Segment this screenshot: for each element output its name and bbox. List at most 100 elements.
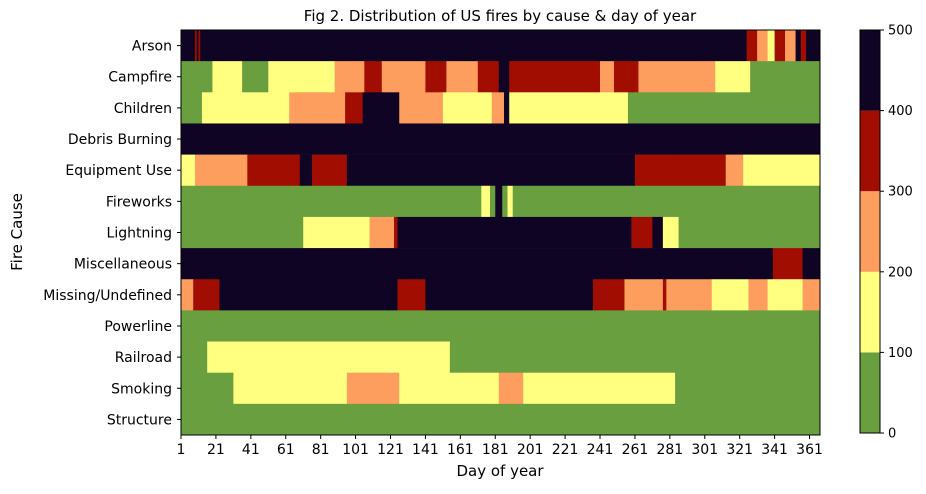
heatmap-cell-smoking bbox=[607, 372, 676, 405]
heatmap-cell-arson bbox=[785, 30, 796, 62]
heatmap-cell-campfire bbox=[750, 61, 821, 93]
heatmap-cell-arson bbox=[746, 30, 758, 62]
heatmap-cell-children bbox=[627, 92, 754, 124]
x-tick-label: 1 bbox=[177, 442, 186, 458]
x-axis: 1 21 41 61 81 101 121 141 161 181 201 221 241 261 281 3… bbox=[177, 435, 823, 458]
heatmap-cell-fireworks bbox=[181, 185, 482, 218]
heatmap-cell-miscellaneous bbox=[802, 248, 821, 280]
heatmap-cell-equipment-use bbox=[725, 154, 744, 187]
colorbar-segment bbox=[860, 352, 880, 433]
heatmap-cell-railroad bbox=[242, 341, 451, 373]
heatmap-cell-campfire bbox=[181, 61, 213, 93]
heatmap-cell-equipment-use bbox=[634, 154, 674, 187]
heatmap-cell-missing-undefined bbox=[748, 279, 768, 311]
x-tick-label: 81 bbox=[312, 442, 330, 458]
heatmap-cells bbox=[180, 29, 821, 436]
heatmap-cell-children bbox=[509, 92, 629, 124]
heatmap-cell-lightning bbox=[652, 216, 664, 249]
heatmap-cell-arson bbox=[806, 30, 821, 62]
colorbar-segment bbox=[860, 110, 880, 192]
heatmap-cell-children bbox=[345, 92, 363, 124]
heatmap-cell-missing-undefined bbox=[193, 279, 220, 311]
heatmap-cell-arson bbox=[194, 30, 198, 62]
x-tick-label: 301 bbox=[691, 442, 718, 458]
heatmap-cell-smoking bbox=[498, 372, 524, 405]
heatmap-cell-lightning bbox=[181, 216, 304, 249]
heatmap-cell-miscellaneous bbox=[181, 248, 774, 280]
heatmap-cell-lightning bbox=[327, 216, 370, 249]
x-tick-label: 141 bbox=[412, 442, 439, 458]
heatmap-cell-children bbox=[503, 92, 510, 124]
y-tick-label-railroad: Railroad bbox=[115, 350, 172, 366]
colorbar-segment bbox=[860, 271, 880, 353]
colorbar-tick-label: 100 bbox=[888, 346, 913, 361]
heatmap-cell-smoking bbox=[233, 372, 348, 405]
heatmap-cell-children bbox=[181, 92, 203, 124]
y-tick-label-smoking: Smoking bbox=[111, 381, 172, 397]
heatmap-cell-children bbox=[399, 92, 444, 124]
heatmap-cell-campfire bbox=[446, 61, 479, 93]
heatmap-cell-smoking bbox=[757, 372, 821, 405]
heatmap-cell-arson bbox=[774, 30, 786, 62]
heatmap-cell-missing-undefined bbox=[767, 279, 803, 311]
heatmap-cell-fireworks bbox=[502, 185, 508, 218]
heatmap-cell-equipment-use bbox=[346, 154, 636, 187]
heatmap-cell-arson bbox=[200, 30, 747, 62]
heatmap-cell-missing-undefined bbox=[219, 279, 398, 311]
y-tick-label-miscellaneous: Miscellaneous bbox=[74, 257, 172, 273]
heatmap-cell-campfire bbox=[530, 61, 601, 93]
heatmap-cell-smoking bbox=[675, 372, 758, 405]
y-tick-label-equipment-use: Equipment Use bbox=[65, 163, 172, 179]
heatmap-cell-arson bbox=[757, 30, 768, 62]
heatmap-cell-children bbox=[229, 92, 290, 124]
x-tick-label: 41 bbox=[242, 442, 260, 458]
heatmap-cell-fireworks bbox=[512, 185, 821, 218]
heatmap-cell-fireworks bbox=[507, 185, 514, 218]
heatmap-cell-lightning bbox=[397, 216, 632, 249]
heatmap-cell-lightning bbox=[678, 216, 821, 249]
heatmap-cell-lightning bbox=[369, 216, 395, 249]
chart-title: Fig 2. Distribution of US fires by cause… bbox=[304, 7, 697, 25]
x-tick-label: 21 bbox=[207, 442, 225, 458]
heatmap-cell-campfire bbox=[600, 61, 615, 93]
heatmap-cell-campfire bbox=[334, 61, 365, 93]
heatmap-cell-debris-burning bbox=[181, 123, 821, 155]
heatmap-cell-campfire bbox=[613, 61, 639, 93]
y-tick-label-fireworks: Fireworks bbox=[106, 194, 172, 210]
heatmap-cell-arson bbox=[198, 30, 201, 62]
heatmap-cell-arson bbox=[800, 30, 807, 62]
heatmap-cell-campfire bbox=[638, 61, 716, 93]
heatmap-cell-equipment-use bbox=[673, 154, 727, 187]
colorbar: 0 100 200 300 400 500 bbox=[859, 24, 913, 442]
heatmap-cell-missing-undefined bbox=[662, 279, 667, 311]
x-tick-label: 61 bbox=[277, 442, 295, 458]
heatmap-cell-miscellaneous bbox=[772, 248, 803, 280]
heatmap-cell-lightning bbox=[662, 216, 679, 249]
heatmap-cell-campfire bbox=[498, 61, 510, 93]
colorbar-tick-label: 400 bbox=[888, 104, 913, 119]
heatmap-cell-fireworks bbox=[495, 185, 503, 218]
x-tick-label: 181 bbox=[482, 442, 509, 458]
heatmap-cell-arson bbox=[767, 30, 775, 62]
x-tick-label: 321 bbox=[726, 442, 753, 458]
heatmap-cell-lightning bbox=[303, 216, 328, 249]
heatmap-cell-powerline bbox=[181, 310, 821, 342]
heatmap-cell-children bbox=[442, 92, 493, 124]
x-tick-label: 241 bbox=[587, 442, 614, 458]
y-tick-label-missing-undefined: Missing/Undefined bbox=[43, 288, 172, 304]
heatmap-cell-children bbox=[201, 92, 231, 124]
heatmap-cell-children bbox=[491, 92, 505, 124]
y-axis: Arson Campfire Children Debris Burning Equip… bbox=[43, 39, 181, 428]
x-axis-label: Day of year bbox=[456, 462, 544, 480]
heatmap-cell-campfire bbox=[715, 61, 751, 93]
heatmap-cell-campfire bbox=[477, 61, 500, 93]
heatmap-cell-arson bbox=[181, 30, 196, 62]
y-tick-label-arson: Arson bbox=[132, 39, 172, 55]
x-tick-label: 281 bbox=[656, 442, 683, 458]
heatmap-cell-campfire bbox=[242, 61, 269, 93]
heatmap-cell-missing-undefined bbox=[711, 279, 749, 311]
colorbar-tick-label: 0 bbox=[888, 427, 896, 442]
heatmap-cell-railroad bbox=[207, 341, 243, 373]
colorbar-frame bbox=[859, 29, 881, 434]
